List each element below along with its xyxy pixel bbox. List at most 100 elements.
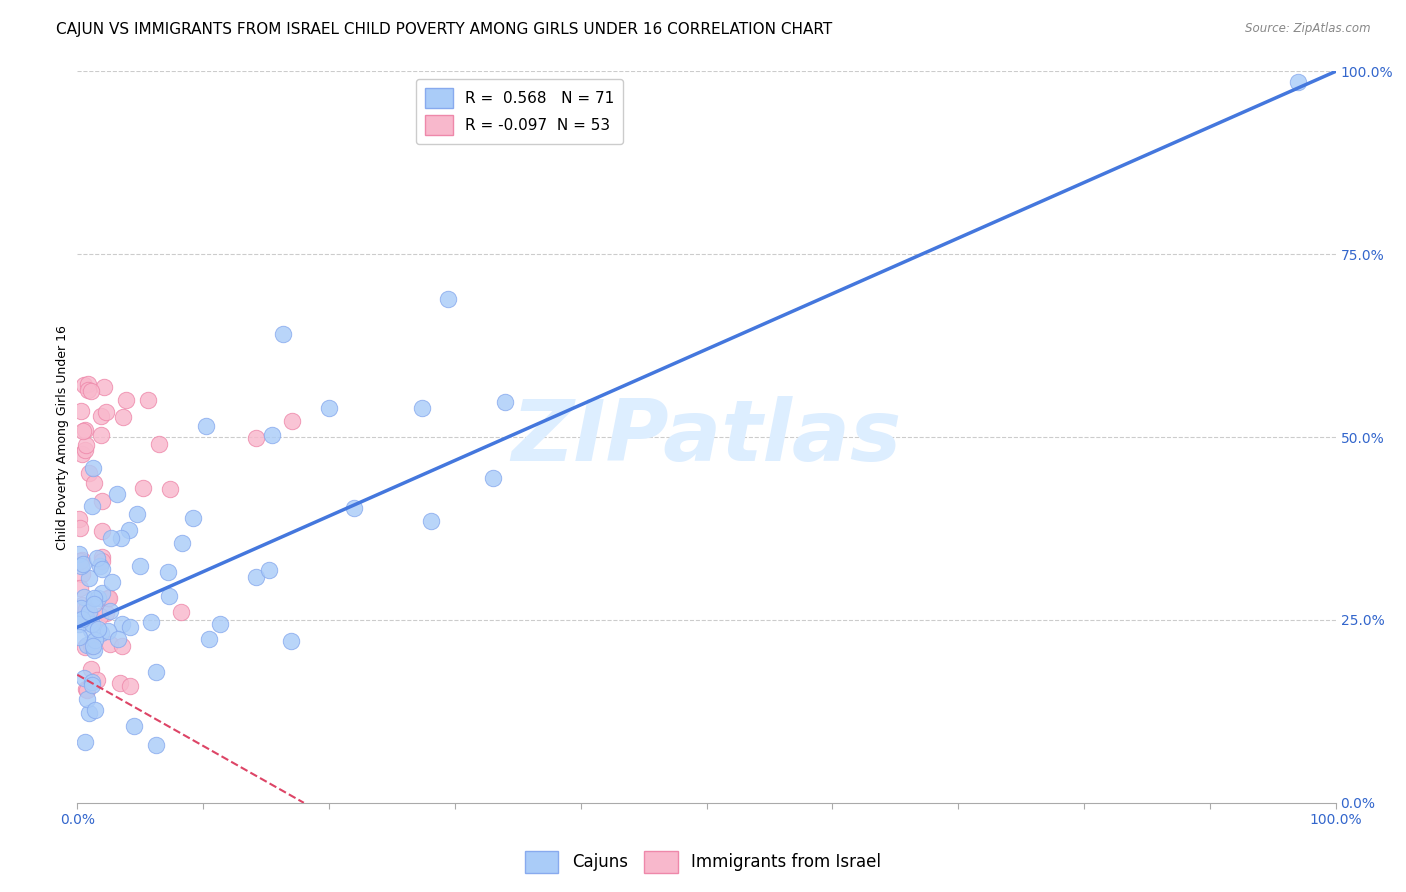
Point bbox=[83, 475, 105, 490]
Point bbox=[1286, 75, 1309, 89]
Point bbox=[271, 327, 294, 342]
Point bbox=[157, 590, 180, 604]
Point bbox=[80, 623, 103, 637]
Point bbox=[86, 591, 108, 605]
Point bbox=[73, 640, 96, 655]
Point bbox=[318, 401, 340, 415]
Point bbox=[90, 493, 112, 508]
Point bbox=[72, 557, 94, 571]
Point bbox=[129, 559, 152, 574]
Point bbox=[89, 409, 111, 423]
Point bbox=[482, 471, 505, 485]
Point bbox=[77, 605, 100, 619]
Point bbox=[67, 617, 90, 632]
Point bbox=[437, 292, 460, 306]
Point bbox=[77, 377, 100, 392]
Point bbox=[141, 615, 163, 629]
Point bbox=[115, 392, 138, 407]
Point bbox=[97, 624, 120, 638]
Point bbox=[80, 662, 103, 676]
Point bbox=[82, 640, 104, 654]
Point bbox=[70, 601, 93, 615]
Point bbox=[75, 681, 97, 696]
Point bbox=[83, 643, 105, 657]
Point bbox=[80, 499, 103, 513]
Point bbox=[118, 680, 141, 694]
Point bbox=[98, 637, 121, 651]
Point bbox=[156, 565, 179, 579]
Point bbox=[112, 410, 135, 425]
Point bbox=[98, 604, 121, 618]
Point bbox=[70, 559, 93, 574]
Point bbox=[111, 639, 134, 653]
Point bbox=[90, 586, 112, 600]
Point bbox=[76, 638, 98, 652]
Point bbox=[70, 612, 93, 626]
Point bbox=[83, 591, 105, 605]
Point bbox=[145, 738, 167, 752]
Point bbox=[281, 414, 304, 428]
Point bbox=[136, 392, 159, 407]
Point bbox=[262, 427, 284, 442]
Point bbox=[87, 622, 110, 636]
Point bbox=[69, 521, 91, 535]
Point bbox=[75, 602, 97, 616]
Point bbox=[94, 606, 117, 620]
Point bbox=[72, 567, 94, 582]
Point bbox=[90, 562, 112, 576]
Point bbox=[83, 703, 105, 717]
Y-axis label: Child Poverty Among Girls Under 16: Child Poverty Among Girls Under 16 bbox=[56, 325, 69, 549]
Point bbox=[343, 500, 366, 515]
Point bbox=[97, 591, 120, 605]
Point bbox=[76, 692, 98, 706]
Point bbox=[67, 630, 90, 644]
Point bbox=[80, 675, 103, 690]
Point bbox=[69, 554, 91, 568]
Point bbox=[208, 617, 231, 632]
Point bbox=[494, 395, 516, 409]
Point bbox=[145, 665, 167, 679]
Point bbox=[80, 678, 103, 692]
Point bbox=[73, 423, 96, 437]
Text: CAJUN VS IMMIGRANTS FROM ISRAEL CHILD POVERTY AMONG GIRLS UNDER 16 CORRELATION C: CAJUN VS IMMIGRANTS FROM ISRAEL CHILD PO… bbox=[56, 22, 832, 37]
Point bbox=[86, 551, 108, 566]
Point bbox=[411, 401, 433, 416]
Point bbox=[79, 384, 101, 398]
Point bbox=[76, 607, 98, 621]
Point bbox=[122, 719, 145, 733]
Point bbox=[70, 404, 93, 418]
Point bbox=[94, 405, 117, 419]
Legend: Cajuns, Immigrants from Israel: Cajuns, Immigrants from Israel bbox=[519, 845, 887, 880]
Point bbox=[75, 443, 97, 458]
Point bbox=[101, 574, 124, 589]
Point bbox=[148, 437, 170, 451]
Point bbox=[245, 569, 267, 583]
Point bbox=[70, 599, 93, 613]
Point bbox=[72, 553, 94, 567]
Point bbox=[170, 605, 193, 619]
Point bbox=[90, 428, 112, 442]
Point bbox=[110, 531, 132, 545]
Point bbox=[132, 481, 155, 495]
Point bbox=[83, 597, 105, 611]
Point bbox=[194, 418, 217, 433]
Point bbox=[91, 554, 114, 568]
Point bbox=[118, 523, 141, 537]
Point bbox=[72, 590, 94, 604]
Point bbox=[70, 448, 93, 462]
Point bbox=[105, 486, 128, 500]
Point bbox=[67, 548, 90, 562]
Point bbox=[73, 735, 96, 749]
Point bbox=[93, 380, 115, 394]
Point bbox=[76, 683, 98, 698]
Point bbox=[72, 377, 94, 392]
Point bbox=[89, 608, 111, 623]
Point bbox=[91, 524, 114, 539]
Point bbox=[67, 512, 90, 526]
Point bbox=[159, 482, 181, 496]
Point bbox=[77, 466, 100, 480]
Point bbox=[86, 673, 108, 687]
Point bbox=[75, 609, 97, 624]
Point bbox=[89, 558, 111, 573]
Point bbox=[90, 625, 112, 640]
